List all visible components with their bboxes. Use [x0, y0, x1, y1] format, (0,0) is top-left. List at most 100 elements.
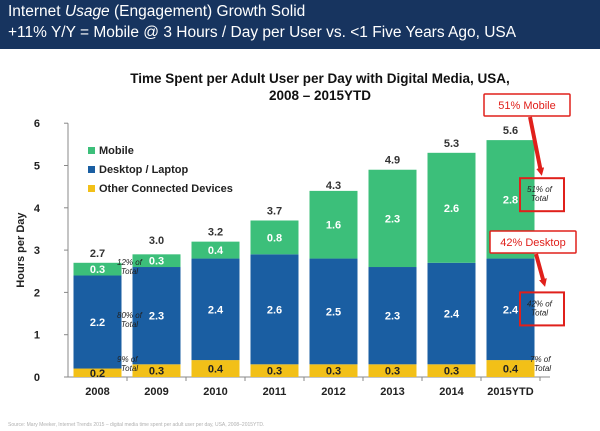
share-2015-desktop-line-2: Total — [531, 308, 548, 317]
title-text-a: Internet — [8, 3, 65, 20]
segment-value-label: 0.3 — [444, 366, 459, 378]
segment-value-label: 0.3 — [385, 366, 400, 378]
total-value-label: 5.3 — [444, 138, 459, 150]
title-text-usage: Usage — [64, 3, 110, 20]
segment-value-label: 2.8 — [503, 194, 518, 206]
slide-title-line-1: Internet Usage (Engagement) Growth Solid — [8, 3, 305, 21]
share-2008-desktop-line-1: 80% of — [117, 311, 143, 320]
segment-value-label: 2.4 — [208, 304, 224, 316]
y-tick-label: 2 — [34, 287, 40, 299]
segment-value-label: 0.8 — [267, 232, 282, 244]
segment-value-label: 1.6 — [326, 220, 341, 232]
bar-mobile-2014 — [427, 152, 476, 263]
share-2015-other-line-1: 7% of — [530, 355, 551, 364]
bar-other-connected-devices-2009 — [132, 364, 181, 377]
bar-desktop-laptop-2008 — [73, 275, 122, 369]
segment-value-label: 2.4 — [444, 309, 460, 321]
chart-legend: Mobile Desktop / Laptop Other Connected De… — [88, 145, 233, 195]
chart-axes: 0 1 2 3 4 5 6 Hours per Day 2008 2009 2010 2011 2012… — [15, 118, 550, 398]
x-tick-label: 2009 — [144, 386, 168, 398]
callout-mobile-arrow — [528, 116, 545, 176]
x-tick-label: 2011 — [263, 386, 287, 398]
share-2015-mobile-line-2: Total — [531, 194, 548, 203]
bar-mobile-2012 — [309, 190, 358, 259]
x-tick-label: 2014 — [439, 386, 464, 398]
bar-other-connected-devices-2012 — [309, 364, 358, 377]
share-2015-other-line-2: Total — [534, 364, 551, 373]
total-value-label: 4.3 — [326, 180, 341, 192]
share-2015-desktop-line-1: 42% of — [527, 299, 553, 308]
segment-value-label: 0.3 — [326, 366, 341, 378]
bar-other-connected-devices-2010 — [191, 360, 240, 377]
callout-desktop-box — [489, 230, 577, 254]
bar-mobile-2011 — [250, 220, 299, 255]
bar-desktop-laptop-2011 — [250, 254, 299, 365]
total-value-label: 3.7 — [267, 205, 282, 217]
x-tick-label: 2013 — [380, 386, 404, 398]
bar-mobile-2010 — [191, 241, 240, 259]
bar-desktop-laptop-2015YTD — [486, 258, 535, 361]
total-value-label: 3.2 — [208, 227, 223, 239]
x-tick-label: 2010 — [203, 386, 227, 398]
bar-desktop-laptop-2013 — [368, 267, 417, 365]
share-2008-mobile-line-1: 12% of — [117, 258, 143, 267]
legend-swatch — [88, 166, 95, 173]
x-tick-label: 2015YTD — [487, 386, 534, 398]
mobile-share-box — [519, 177, 565, 213]
segment-value-label: 0.3 — [149, 366, 164, 378]
total-value-label: 2.7 — [90, 248, 105, 260]
segment-value-label: 2.2 — [90, 317, 105, 329]
segment-value-label: 0.3 — [267, 366, 282, 378]
y-tick-label: 3 — [34, 245, 40, 257]
y-axis-title: Hours per Day — [15, 212, 27, 288]
segment-value-label: 2.5 — [326, 306, 341, 318]
bar-mobile-2013 — [368, 169, 417, 268]
bar-desktop-laptop-2014 — [427, 262, 476, 365]
callout-mobile-box — [483, 93, 571, 117]
chart-title: Time Spent per Adult User per Day with D… — [40, 70, 600, 104]
legend-swatch — [88, 147, 95, 154]
segment-value-label: 0.4 — [208, 245, 224, 257]
total-value-label: 4.9 — [385, 155, 400, 167]
share-2008-other-line-1: 9% of — [117, 355, 138, 364]
bar-other-connected-devices-2013 — [368, 364, 417, 377]
chart-title-line-2: 2008 – 2015YTD — [268, 88, 372, 103]
segment-value-label: 2.3 — [149, 311, 164, 323]
source-footnote: Source: Mary Meeker, Internet Trends 201… — [8, 422, 265, 428]
callout-mobile-label: 51% Mobile — [498, 100, 555, 112]
segment-value-label: 0.3 — [149, 256, 164, 268]
bar-other-connected-devices-2011 — [250, 364, 299, 377]
bar-desktop-laptop-2010 — [191, 258, 240, 361]
segment-value-label: 0.4 — [208, 364, 224, 376]
total-value-label: 3.0 — [149, 235, 164, 247]
share-2008-desktop-line-2: Total — [121, 320, 138, 329]
slide-title-line-2: +11% Y/Y = Mobile @ 3 Hours / Day per Us… — [8, 24, 517, 41]
bar-mobile-2008 — [73, 262, 122, 276]
y-tick-label: 5 — [34, 161, 40, 173]
y-tick-label: 0 — [34, 372, 40, 384]
bar-other-connected-devices-2015YTD — [486, 360, 535, 377]
y-tick-label: 6 — [34, 118, 40, 130]
segment-value-label: 2.3 — [385, 311, 400, 323]
chart-data-labels: 0.2 2.2 0.3 2.7 0.3 2.3 0.3 3.0 0.4 2.4 0.4 3.2 0.3 2… — [90, 125, 519, 380]
y-tick-label: 1 — [34, 330, 40, 342]
segment-value-label: 2.6 — [267, 304, 282, 316]
share-2008-mobile-line-2: Total — [121, 267, 138, 276]
segment-value-label: 0.2 — [90, 368, 105, 380]
legend-label: Desktop / Laptop — [99, 164, 189, 176]
segment-value-label: 0.3 — [90, 264, 105, 276]
share-2008-other-line-2: Total — [121, 364, 138, 373]
legend-swatch — [88, 185, 95, 192]
segment-value-label: 2.3 — [385, 213, 400, 225]
slide-header: Internet Usage (Engagement) Growth Solid… — [0, 0, 600, 49]
segment-value-label: 2.4 — [503, 304, 519, 316]
share-2015-mobile-line-1: 51% of — [527, 185, 553, 194]
bar-other-connected-devices-2014 — [427, 364, 476, 377]
legend-label: Mobile — [99, 145, 134, 157]
chart-title-line-1: Time Spent per Adult User per Day with D… — [130, 71, 510, 86]
x-tick-label: 2008 — [85, 386, 109, 398]
legend-label: Other Connected Devices — [99, 183, 233, 195]
total-value-label: 5.6 — [503, 125, 518, 137]
